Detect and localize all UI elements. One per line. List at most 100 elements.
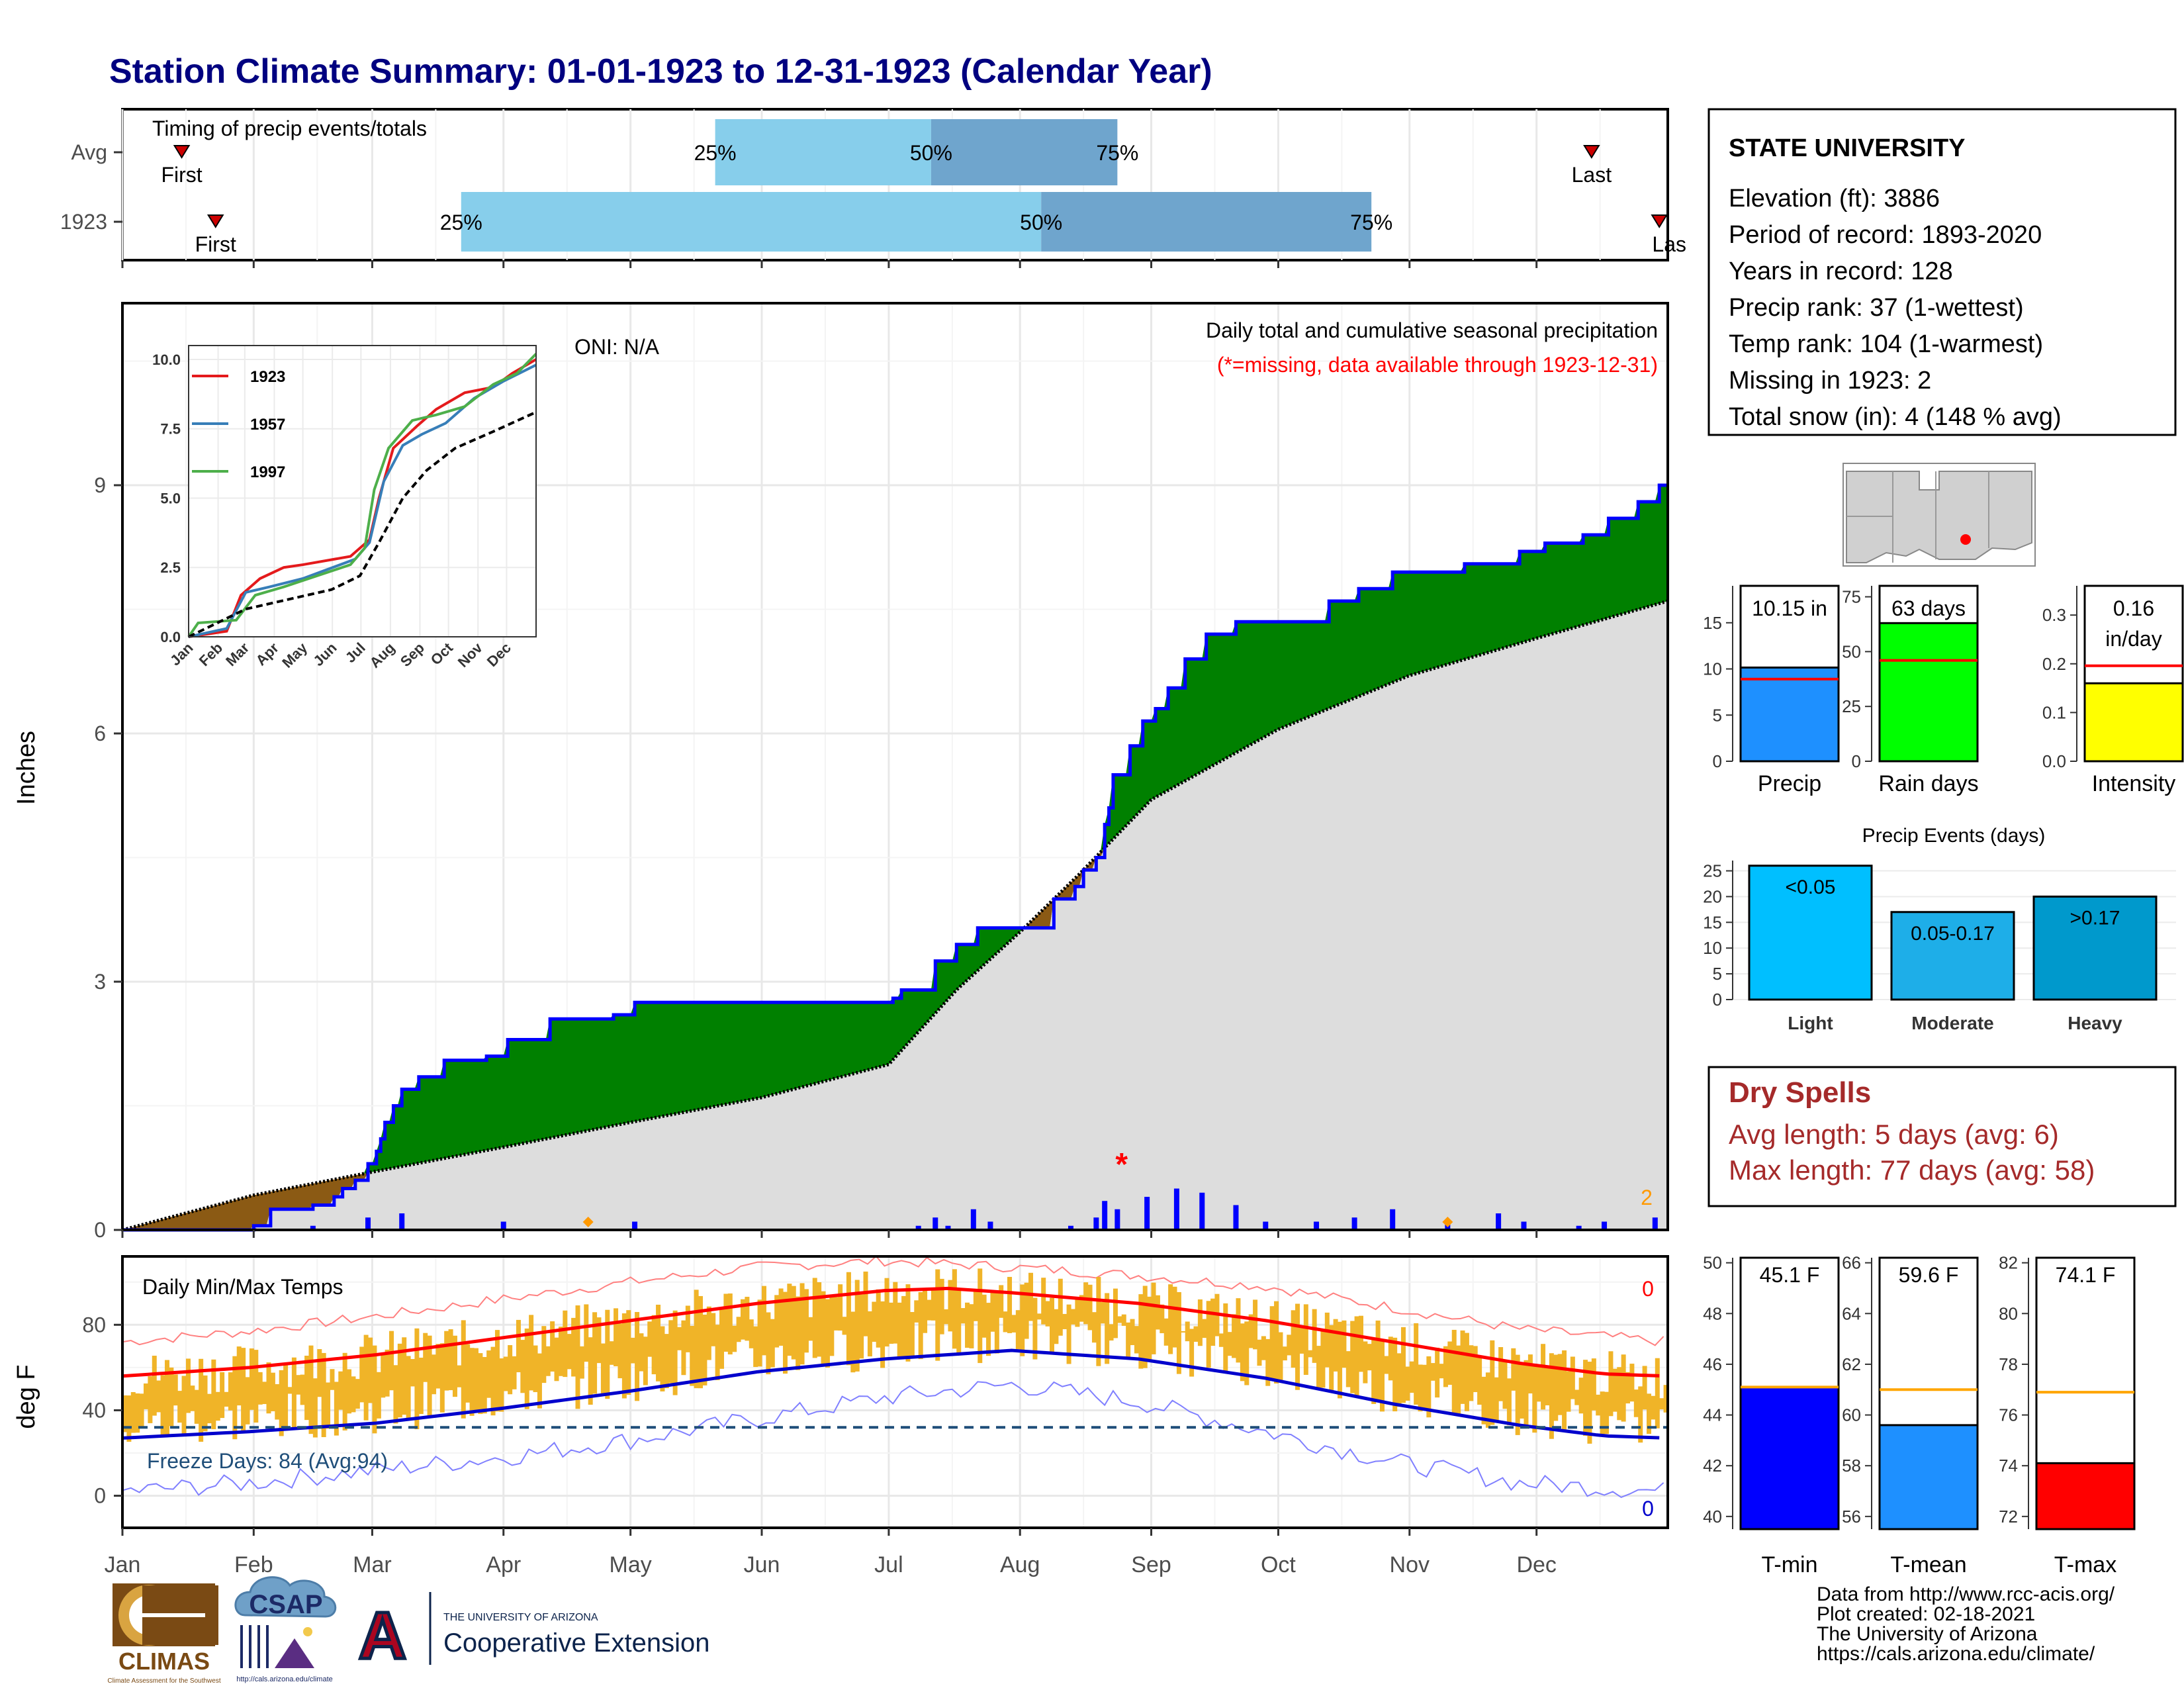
timing-bar-50-75 [931,119,1118,185]
daily-temp-bar [1553,1354,1559,1421]
month-label: Feb [234,1552,273,1577]
precip-ytick-label: 6 [94,722,106,745]
daily-temp-bar [876,1289,881,1348]
daily-temp-bar [825,1299,830,1368]
daily-temp-bar [1261,1336,1266,1360]
daily-precip-bar [915,1225,921,1230]
mini-bar-category-label: T-min [1762,1552,1818,1577]
daily-temp-bar [1091,1312,1097,1343]
credit-line: https://cals.arizona.edu/climate/ [1817,1643,2095,1665]
mini-ytick-label: 0.2 [2042,654,2066,674]
daily-temp-bar [1350,1321,1355,1393]
daily-temp-bar [499,1358,504,1412]
dry-spells-max: Max length: 77 days (avg: 58) [1729,1154,2095,1186]
daily-precip-bar [1233,1205,1239,1230]
mini-ytick-label: 56 [1842,1507,1861,1526]
temp-ytick-label: 80 [82,1313,106,1336]
csap-url: http://cals.arizona.edu/climate [236,1675,333,1683]
daily-temp-bar [1100,1302,1105,1324]
daily-precip-bar [1314,1221,1320,1230]
daily-temp-bar [909,1311,915,1358]
mini-bar-category-label: T-max [2054,1552,2116,1577]
daily-precip-bar [1496,1213,1502,1230]
mini-ytick-label: 72 [1999,1507,2018,1526]
daily-temp-bar [130,1391,136,1433]
precip-events-chart: Precip Events (days) 0 5 10 15 20 25 <0.05 Ligh… [1703,825,2176,1033]
mini-bar-value-label: 63 days [1891,596,1966,620]
mini-ytick-label: 58 [1842,1456,1861,1476]
daily-temp-bar [952,1269,957,1349]
daily-temp-bar [1541,1344,1546,1410]
inset-ytick-label: 7.5 [160,421,181,438]
daily-temp-bar [1617,1367,1622,1421]
mini-ytick-label: 60 [1842,1405,1861,1425]
daily-temp-bar [575,1305,580,1409]
daily-temp-bar [1405,1366,1410,1401]
daily-temp-bar [1126,1322,1131,1359]
daily-temp-bar [817,1282,822,1357]
daily-temp-bar [1570,1356,1575,1399]
daily-temp-bar [1338,1321,1343,1399]
daily-temp-bar [1604,1391,1610,1434]
daily-temp-bar [300,1374,305,1405]
dry-spells-box: Dry Spells Avg length: 5 days (avg: 6) M… [1707,1066,2177,1207]
credit-line: Data from http://www.rcc-acis.org/ [1817,1583,2115,1605]
daily-temp-bar [694,1289,699,1389]
daily-temp-bar [503,1356,508,1391]
daily-temp-bar [270,1372,275,1411]
month-label: Jul [874,1552,903,1577]
daily-temp-bar [220,1372,225,1419]
daily-temp-bar [334,1382,339,1436]
station-info-line: Period of record: 1893-2020 [1729,221,2042,249]
daily-temp-bar [782,1291,788,1374]
station-info-line: Temp rank: 104 (1-warmest) [1729,330,2043,358]
daily-precip-bar [310,1225,316,1230]
first-event-label: First [195,232,236,256]
mini-ytick-label: 44 [1703,1405,1722,1425]
daily-temp-bar [621,1313,627,1399]
mini-ytick-label: 74 [1999,1456,2018,1476]
record-max-line [122,1255,1664,1346]
daily-temp-bar [799,1283,805,1365]
mini-bar-category-label: Rain days [1878,771,1978,796]
daily-temp-bar [1367,1344,1372,1371]
precip-ytick-label: 9 [94,473,106,497]
mini-ytick-label: 80 [1999,1303,2018,1323]
daily-temp-bar [1295,1303,1300,1390]
daily-precip-bar [632,1221,638,1230]
daily-precip-bar [1144,1197,1150,1230]
daily-temp-bar [761,1286,766,1356]
dry-spells-avg: Avg length: 5 days (avg: 6) [1729,1119,2059,1150]
mini-ytick-label: 0 [1852,751,1861,771]
daily-temp-bar [854,1280,860,1372]
mini-bar-value-label: in/day [2105,627,2161,651]
events-bar-label: 0.05-0.17 [1911,923,1995,945]
daily-temp-bar [516,1319,521,1373]
daily-temp-bar [931,1289,936,1321]
daily-temp-bar [944,1309,949,1325]
daily-temp-bar [1299,1327,1304,1354]
mini-bar-value [1878,1424,1979,1530]
daily-precip-bar [1263,1221,1269,1230]
mini-bar-category-label: Precip [1758,771,1821,796]
inset-series-line [188,410,537,638]
record-min-line [122,1381,1664,1499]
events-bar-label: <0.05 [1786,876,1836,898]
daily-temp-bar [1388,1336,1393,1381]
mini-ytick-label: 40 [1703,1507,1722,1526]
state-map [1843,463,2036,567]
figure-title: Station Climate Summary: 01-01-1923 to 1… [109,52,1212,91]
daily-temp-bar [1485,1372,1490,1428]
daily-temp-bar [363,1335,369,1421]
climas-subtitle: Climate Assessment for the Southwest [107,1677,220,1685]
daily-precip-bar [1576,1225,1582,1230]
mini-ytick-label: 0 [1713,751,1722,771]
temp-panel-label: Daily Min/Max Temps [142,1275,343,1299]
daily-temp-bar [867,1311,872,1357]
events-ytick-label: 5 [1713,964,1722,984]
daily-temp-bar [1312,1309,1317,1363]
daily-temp-bar [558,1327,563,1376]
daily-temp-bar [1345,1351,1351,1387]
last-event-label: Last [1572,163,1612,187]
daily-temp-bar [1527,1354,1533,1394]
